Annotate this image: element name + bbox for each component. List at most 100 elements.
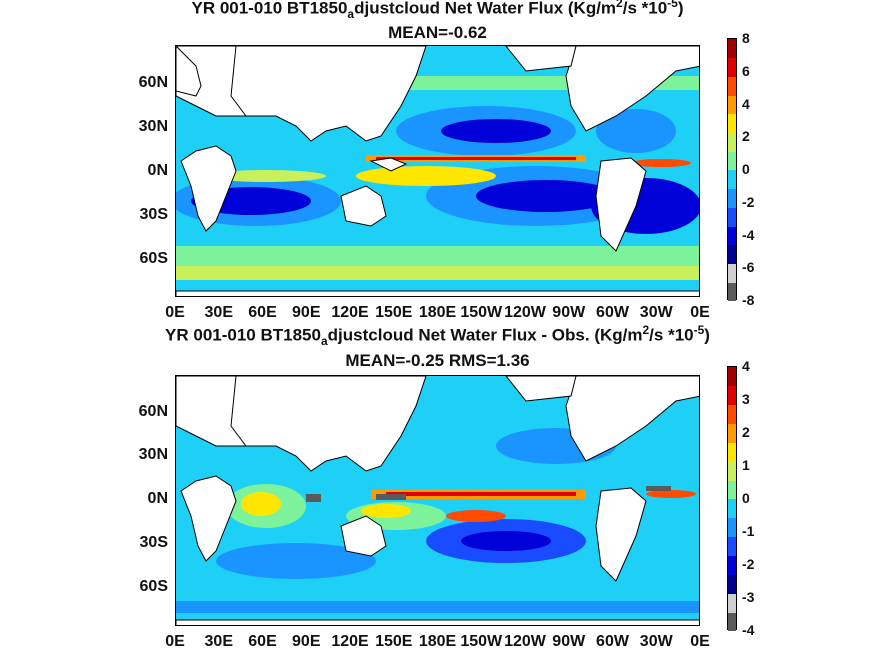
panel1-colorbar-segment xyxy=(728,76,736,96)
panel2-colorbar-tick: 4 xyxy=(742,358,750,374)
panel2-title-sup2: -5 xyxy=(693,323,705,337)
panel2-colorbar-tick: 3 xyxy=(742,391,750,407)
panel2-colorbar-segment xyxy=(728,574,736,594)
panel2-colorbar-tick: 1 xyxy=(742,457,750,473)
panel2-lon-label: 0E xyxy=(165,633,185,650)
panel1-colorbar-tick: -2 xyxy=(742,193,755,210)
panel1-colorbar-segment xyxy=(728,132,736,152)
panel1-colorbar-segment xyxy=(728,207,736,227)
panel2-colorbar xyxy=(727,366,737,632)
panel1-lat-60s: 60S xyxy=(139,250,168,267)
panel1-colorbar-tick: 6 xyxy=(742,62,750,79)
panel2-lon-label: 90W xyxy=(552,633,586,650)
panel1-lon-label: 0E xyxy=(165,304,185,321)
panel2-colorbar-segment xyxy=(728,442,736,462)
panel2-lon-label: 120E xyxy=(331,633,369,650)
panel1-colorbar-segment xyxy=(728,282,736,302)
panel1-colorbar-tick: 0 xyxy=(742,161,750,177)
panel1-lon-label: 30W xyxy=(639,304,673,321)
panel1-colorbar-tick: -6 xyxy=(742,259,755,276)
panel1-lat-0n: 0N xyxy=(147,162,168,179)
panel2-colorbar-segment xyxy=(728,612,736,632)
panel2-title-sub: a xyxy=(320,334,328,349)
panel1-lat-30n: 30N xyxy=(138,118,168,135)
panel2-lon-label: 150W xyxy=(460,633,503,650)
panel1-colorbar-tick: -4 xyxy=(742,226,755,243)
panel1-colorbar-tick: 4 xyxy=(742,95,750,112)
panel2-colorbar-segment xyxy=(728,536,736,557)
panel1-colorbar-segment xyxy=(728,95,736,115)
panel1-colorbar-segment xyxy=(728,170,736,190)
panel1-title-sup1: 2 xyxy=(616,0,623,10)
panel2-lat-0n: 0N xyxy=(147,490,168,507)
panel2-lon-label: 90E xyxy=(292,633,321,650)
panel2-colorbar-segment xyxy=(728,385,736,406)
panel2-subtitle: MEAN=-0.25 RMS=1.36 xyxy=(345,351,530,370)
panel1-colorbar-segment xyxy=(728,226,736,246)
panel1-subtitle: MEAN=-0.62 xyxy=(388,23,487,42)
panel2-title-main: YR 001-010 BT1850 xyxy=(165,325,321,345)
panel2-lon-label: 180E xyxy=(418,633,457,650)
panel1-lat-60n: 60N xyxy=(138,74,168,91)
panel2-colorbar-tick: 0 xyxy=(742,490,750,506)
panel1-title-sub: a xyxy=(347,7,355,22)
panel2-colorbar-segment xyxy=(728,480,736,500)
panel1-colorbar-segment xyxy=(728,188,736,208)
panel1-lon-label: 90E xyxy=(292,304,321,321)
panel1-colorbar-tick: -8 xyxy=(742,292,755,308)
panel1-colorbar-segment xyxy=(728,263,736,283)
panel2-lon-label: 150E xyxy=(375,633,413,650)
panel2-colorbar-segment xyxy=(728,555,736,575)
panel1-lon-label: 90W xyxy=(552,304,586,321)
panel1-lon-label: 120E xyxy=(331,304,369,321)
panel1-lon-label: 60W xyxy=(596,304,629,321)
panel1-colorbar-tick: 2 xyxy=(742,128,750,145)
panel1-colorbar-tick: 8 xyxy=(742,30,750,46)
panel2-lon-label: 120W xyxy=(504,633,546,650)
panel1-lon-label: 60E xyxy=(248,304,277,321)
panel2-colorbar-segment xyxy=(728,404,736,425)
panel2-lat-60n: 60N xyxy=(138,403,168,420)
panel1-colorbar-segment xyxy=(728,151,736,171)
panel1-colorbar-segment xyxy=(728,39,736,59)
panel2-colorbar-segment xyxy=(728,499,736,519)
panel2-lat-60s: 60S xyxy=(139,578,168,595)
panel2-colorbar-tick: 2 xyxy=(742,424,750,440)
panel2-lon-label: 30E xyxy=(204,633,233,650)
panel1-map-svg xyxy=(176,46,699,296)
panel1-title-rest: djustcloud Net Water Flux (Kg/m xyxy=(354,0,617,18)
panel2-title-sup1: 2 xyxy=(642,323,650,337)
panel1-title-end: ) xyxy=(677,0,684,18)
panel2-lon-label: 30W xyxy=(639,633,673,650)
panel2-land xyxy=(176,376,699,625)
panel2-colorbar-segment xyxy=(728,423,736,443)
panel1-title-main: YR 001-010 BT1850 xyxy=(191,0,348,18)
panel2-title: YR 001-010 BT1850adjustcloud Net Water F… xyxy=(0,320,875,351)
panel2-colorbar-tick: -4 xyxy=(742,622,755,638)
panel2-map-svg xyxy=(176,376,699,625)
panel1-colorbar-segment xyxy=(728,113,736,134)
panel1-map xyxy=(175,45,700,297)
panel1-colorbar-segment xyxy=(728,244,736,265)
panel1-lon-label: 0E xyxy=(690,304,710,321)
panel2-lat-30n: 30N xyxy=(138,446,168,463)
panel2-colorbar-segment xyxy=(728,517,736,538)
panel2-title-rest: djustcloud Net Water Flux - Obs. (Kg/m xyxy=(327,325,643,345)
panel2-map xyxy=(175,375,700,626)
panel2-colorbar-tick: -1 xyxy=(742,523,755,539)
panel1-title-sup2: -5 xyxy=(667,0,678,10)
panel2-colorbar-segment xyxy=(728,593,736,613)
panel1-lon-label: 120W xyxy=(504,304,546,321)
panel1-lat-30s: 30S xyxy=(139,206,168,223)
panel1-lon-label: 150E xyxy=(375,304,413,321)
panel2-colorbar-segment xyxy=(728,461,736,481)
panel2-title-rest2: /s *10 xyxy=(649,325,694,345)
panel1-lon-label: 30E xyxy=(204,304,233,321)
panel2-lat-30s: 30S xyxy=(139,534,168,551)
panel2-lon-label: 60E xyxy=(248,633,277,650)
panel2-colorbar-tick: -2 xyxy=(742,556,755,572)
panel2-lon-label: 0E xyxy=(690,633,710,650)
panel1-land xyxy=(176,46,699,296)
panel1-lon-label: 150W xyxy=(460,304,503,321)
panel1-title: YR 001-010 BT1850adjustcloud Net Water F… xyxy=(0,0,875,24)
